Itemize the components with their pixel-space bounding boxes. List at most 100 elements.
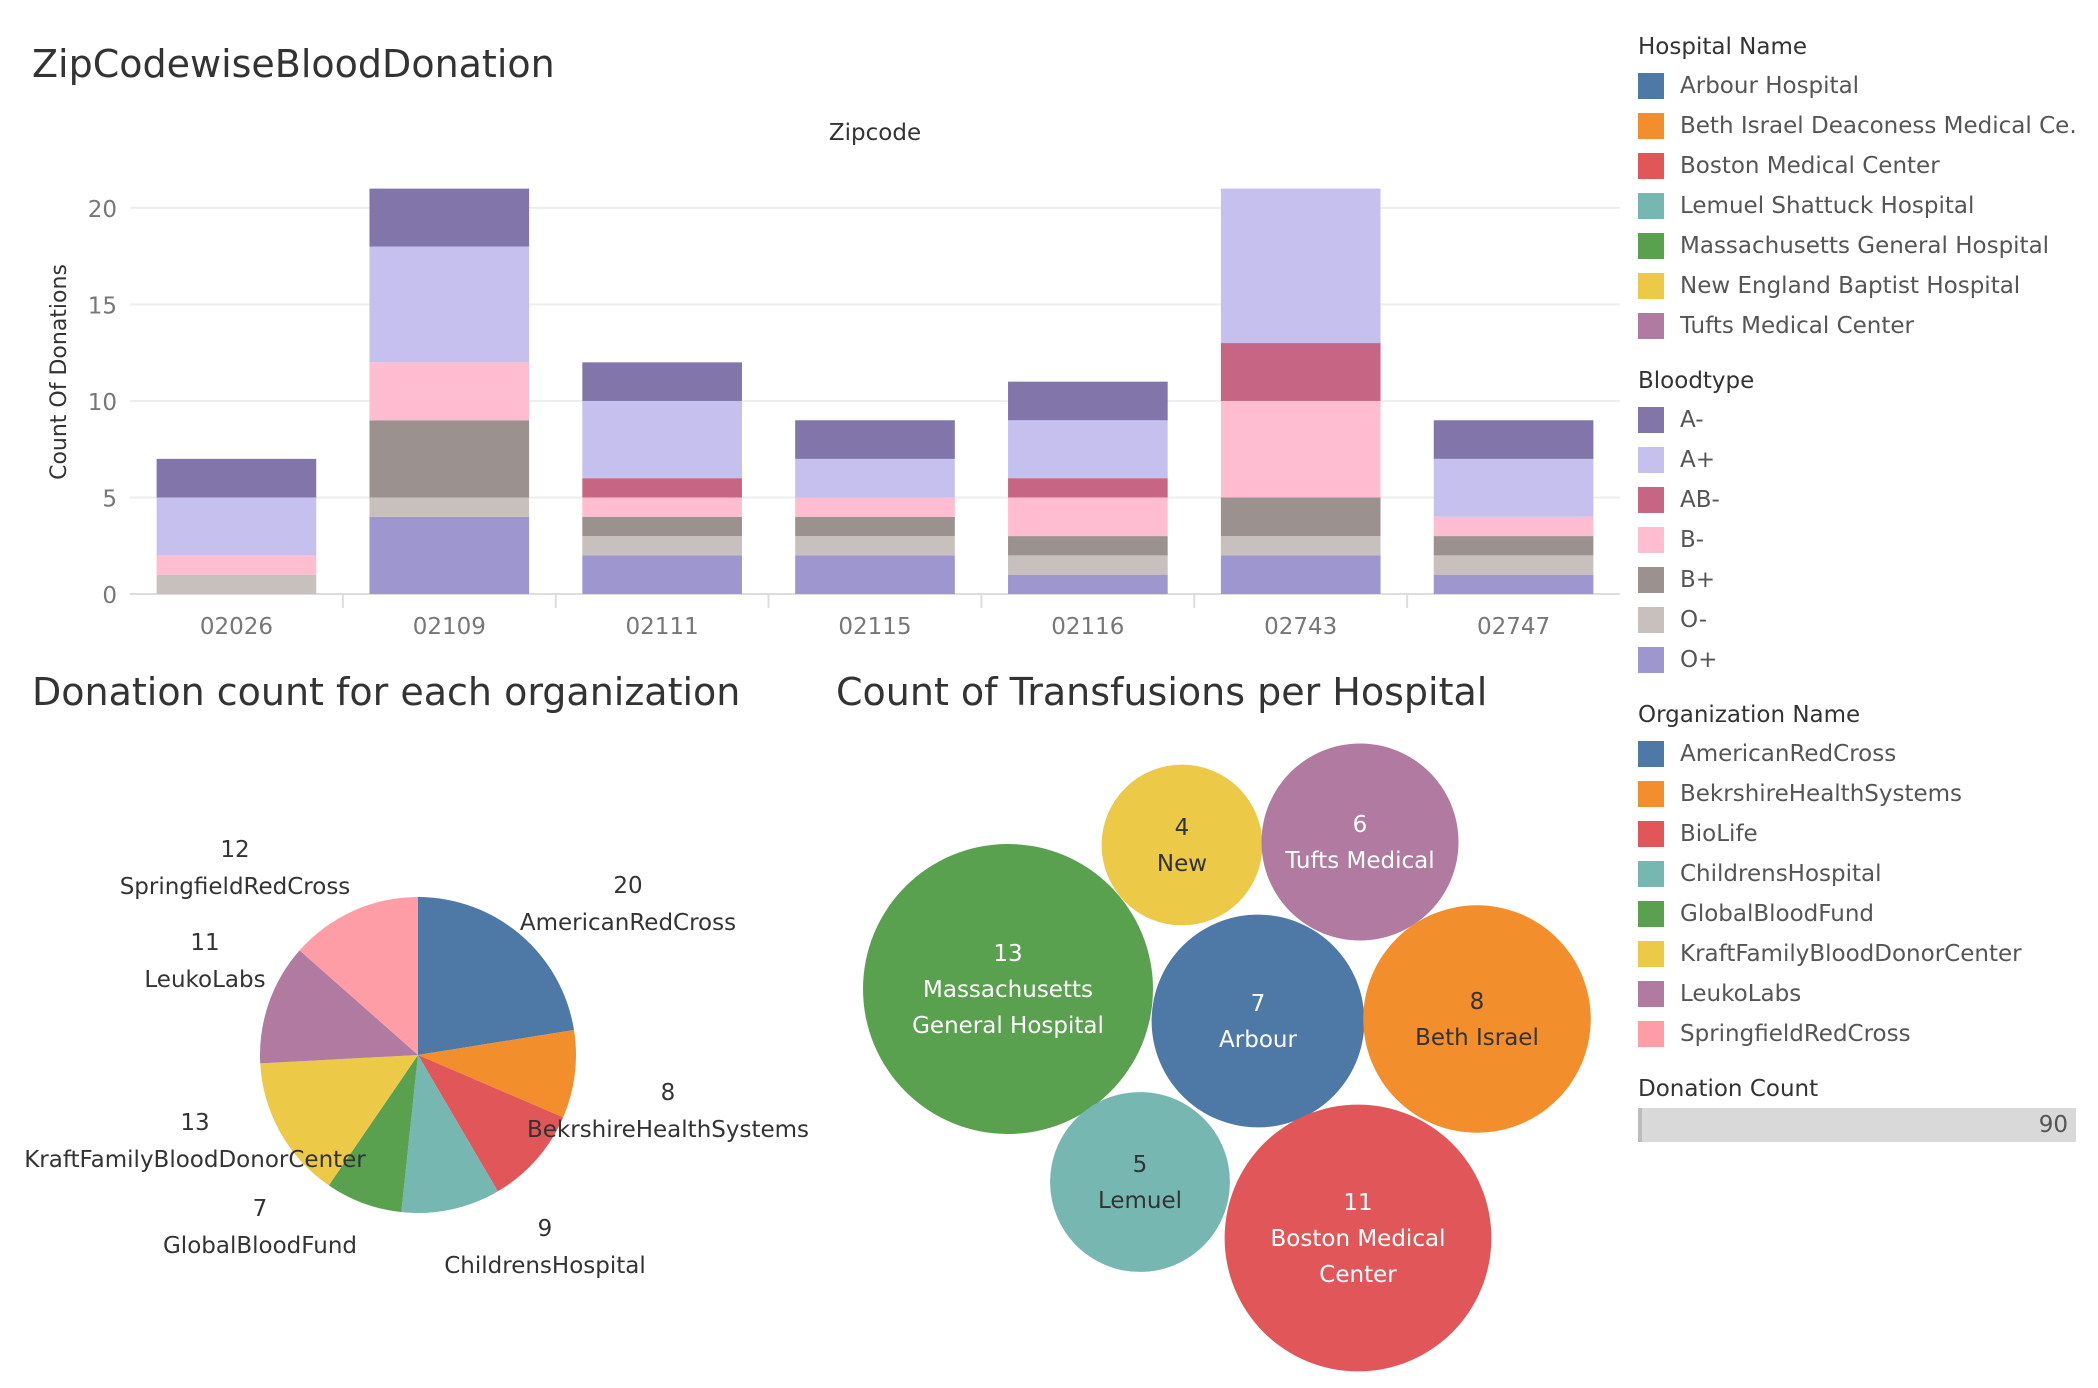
pie-slice-bekrshirehealthsystems[interactable] [418,1030,576,1118]
bar-segment-02115-b[interactable] [795,497,955,517]
legend-swatch [1638,407,1664,433]
pie-slice-kraftfamilyblooddonorcenter[interactable] [260,1055,418,1186]
bar-segment-02026-b[interactable] [156,555,317,575]
legend-swatch [1638,233,1664,259]
legend-item-massachusetts-general-hospital[interactable]: Massachusetts General Hospital [1638,226,2078,266]
bar-segment-02116-a[interactable] [1008,420,1168,479]
bar-segment-02111-b[interactable] [582,497,742,517]
legend-label: A+ [1680,447,1716,473]
bar-segment-02109-a[interactable] [369,246,530,363]
bar-segment-02111-a[interactable] [582,400,742,479]
legend-item-b[interactable]: B+ [1638,560,2078,600]
pie-slice-childrenshospital[interactable] [401,1055,498,1213]
bar-segment-02743-a[interactable] [1220,188,1381,344]
legend-item-o[interactable]: O- [1638,600,2078,640]
pie-slice-globalbloodfund[interactable] [328,1055,418,1213]
legend-label: O+ [1680,647,1718,673]
y-tick-label: 10 [88,390,117,416]
legend-item-beth-israel-deaconess-medical-ce[interactable]: Beth Israel Deaconess Medical Ce.. [1638,106,2078,146]
pie-slice-leukolabs[interactable] [260,950,418,1064]
legend-item-biolife[interactable]: BioLife [1638,814,2078,854]
legend-item-b[interactable]: B- [1638,520,2078,560]
pie-slice-americanredcross[interactable] [418,897,575,1055]
legend-item-globalbloodfund[interactable]: GlobalBloodFund [1638,894,2078,934]
legend-item-springfieldredcross[interactable]: SpringfieldRedCross [1638,1014,2078,1054]
legend-item-leukolabs[interactable]: LeukoLabs [1638,974,2078,1014]
legend-item-arbour-hospital[interactable]: Arbour Hospital [1638,66,2078,106]
bar-segment-02115-o[interactable] [795,536,955,556]
bar-segment-02747-b[interactable] [1433,536,1594,556]
legend-item-kraftfamilyblooddonorcenter[interactable]: KraftFamilyBloodDonorCenter [1638,934,2078,974]
bubble-label: Lemuel [1098,1188,1182,1214]
bar-segment-02743-o[interactable] [1220,536,1381,556]
legend-item-tufts-medical-center[interactable]: Tufts Medical Center [1638,306,2078,346]
legend-item-a[interactable]: A- [1638,400,2078,440]
legend-swatch [1638,487,1664,513]
legend-title: Hospital Name [1638,34,1808,60]
bar-segment-02743-o[interactable] [1220,555,1381,594]
legend-item-new-england-baptist-hospital[interactable]: New England Baptist Hospital [1638,266,2078,306]
bar-segment-02111-b[interactable] [582,516,742,537]
pie-slice-biolife[interactable] [418,1055,564,1192]
bar-segment-02747-b[interactable] [1433,516,1594,537]
bar-segment-02115-a[interactable] [795,458,955,498]
bar-segment-02116-ab[interactable] [1008,478,1168,498]
bar-segment-02116-o[interactable] [1008,555,1168,575]
bar-segment-02747-o[interactable] [1433,555,1594,575]
legend-item-childrenshospital[interactable]: ChildrensHospital [1638,854,2078,894]
legend-item-o[interactable]: O+ [1638,640,2078,680]
bubble-label: Tufts Medical [1284,848,1434,874]
legend-item-a[interactable]: A+ [1638,440,2078,480]
bar-segment-02109-b[interactable] [369,420,530,498]
bubble-lemuel-shattuck-hospital[interactable] [1050,1092,1230,1272]
bubble-boston-medical-center[interactable] [1224,1104,1492,1372]
bar-segment-02116-o[interactable] [1008,574,1168,594]
legend-item-bekrshirehealthsystems[interactable]: BekrshireHealthSystems [1638,774,2078,814]
bubble-label: 6 [1353,812,1368,838]
bar-segment-02111-ab[interactable] [582,478,742,498]
legend-title: Organization Name [1638,702,1861,728]
bar-segment-02111-a[interactable] [582,362,742,401]
donation-count-slider[interactable]: 90 [1638,1108,2076,1142]
bar-segment-02026-a[interactable] [156,497,317,556]
pie-slice-springfieldredcross[interactable] [299,897,418,1055]
bar-segment-02026-o[interactable] [156,574,317,594]
bar-segment-02109-a[interactable] [369,188,530,247]
legend-label: BioLife [1680,821,1758,847]
bar-segment-02111-o[interactable] [582,536,742,556]
bubble-label: Massachusetts [923,977,1093,1003]
bar-segment-02116-b[interactable] [1008,497,1168,537]
legend-label: KraftFamilyBloodDonorCenter [1680,941,2022,967]
bubble-massachusetts-general-hospital[interactable] [863,844,1153,1134]
bar-segment-02747-o[interactable] [1433,574,1594,594]
bar-segment-02026-a[interactable] [156,458,317,498]
legend-label: LeukoLabs [1680,981,1802,1007]
bar-segment-02109-o[interactable] [369,516,530,594]
bar-segment-02743-b[interactable] [1220,400,1381,498]
legend-swatch [1638,447,1664,473]
bar-segment-02743-ab[interactable] [1220,343,1381,401]
pie-name-label: BekrshireHealthSystems [527,1117,809,1143]
legend-label: GlobalBloodFund [1680,901,1875,927]
bar-segment-02115-b[interactable] [795,516,955,537]
y-tick-label: 5 [102,486,117,512]
legend-item-ab[interactable]: AB- [1638,480,2078,520]
bar-segment-02747-a[interactable] [1433,458,1594,517]
bar-segment-02109-b[interactable] [369,362,530,421]
legend-item-lemuel-shattuck-hospital[interactable]: Lemuel Shattuck Hospital [1638,186,2078,226]
bubble-arbour-hospital[interactable] [1151,914,1365,1128]
bar-segment-02109-o[interactable] [369,497,530,517]
bar-segment-02116-a[interactable] [1008,381,1168,421]
bar-segment-02747-a[interactable] [1433,420,1594,459]
legend-label: B- [1680,527,1705,553]
legend-item-americanredcross[interactable]: AmericanRedCross [1638,734,2078,774]
bar-segment-02111-o[interactable] [582,555,742,594]
bar-segment-02115-o[interactable] [795,555,955,594]
bubble-beth-israel-deaconess-medical-ce[interactable] [1363,905,1591,1133]
legend-item-boston-medical-center[interactable]: Boston Medical Center [1638,146,2078,186]
bubble-new-england-baptist-hospital[interactable] [1101,764,1263,926]
bar-segment-02743-b[interactable] [1220,497,1381,537]
bar-segment-02116-b[interactable] [1008,536,1168,556]
bar-segment-02115-a[interactable] [795,420,955,459]
bubble-tufts-medical-center[interactable] [1261,743,1459,941]
